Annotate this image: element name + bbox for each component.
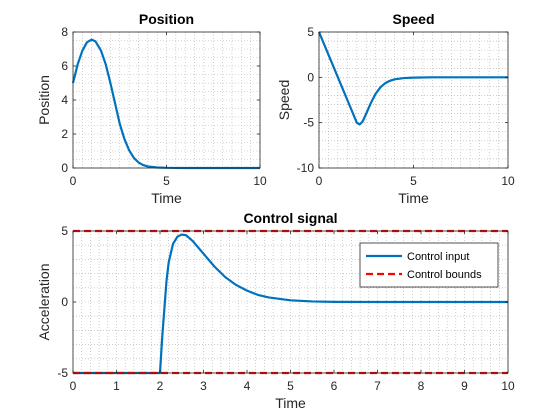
x-tick-label: 3 — [200, 379, 207, 393]
control-ylabel: Acceleration — [36, 263, 52, 340]
x-tick-label: 10 — [501, 174, 515, 188]
x-tick-label: 0 — [316, 174, 323, 188]
y-tick-label: -5 — [303, 116, 314, 130]
control-xlabel: Time — [275, 395, 306, 411]
position-title: Position — [139, 11, 194, 27]
y-tick-label: 2 — [61, 127, 68, 141]
x-tick-label: 5 — [163, 174, 170, 188]
x-tick-label: 9 — [461, 379, 468, 393]
x-tick-label: 10 — [253, 174, 267, 188]
y-tick-label: 5 — [61, 224, 68, 238]
y-tick-label: 0 — [307, 70, 314, 84]
x-tick-label: 4 — [244, 379, 251, 393]
legend-box — [359, 242, 499, 288]
x-tick-label: 5 — [410, 174, 417, 188]
x-tick-label: 0 — [70, 379, 77, 393]
speed-title: Speed — [392, 11, 434, 27]
x-tick-label: 6 — [331, 379, 338, 393]
y-tick-label: 4 — [61, 93, 68, 107]
position-ylabel: Position — [36, 75, 52, 125]
control-legend: Control input Control bounds — [359, 242, 499, 288]
speed-xlabel: Time — [398, 190, 429, 206]
speed-ylabel: Speed — [276, 80, 292, 120]
x-tick-label: 7 — [374, 379, 381, 393]
speed-series-line-0 — [317, 31, 508, 126]
speed-plot-area — [319, 32, 508, 168]
y-tick-label: -10 — [297, 161, 315, 175]
y-tick-label: 0 — [61, 161, 68, 175]
control-title: Control signal — [243, 210, 337, 226]
x-tick-label: 0 — [70, 174, 77, 188]
x-tick-label: 10 — [501, 379, 515, 393]
position-axes: 0 5 10 0 2 4 6 8 Position Time Position — [36, 11, 267, 206]
speed-axes: 0 5 10 -10 -5 0 5 Speed Time Speed — [276, 11, 515, 206]
legend-entry: Control input — [407, 251, 469, 263]
y-tick-label: 8 — [61, 25, 68, 39]
position-xlabel: Time — [151, 190, 182, 206]
x-tick-label: 8 — [418, 379, 425, 393]
y-tick-label: 0 — [61, 295, 68, 309]
y-tick-label: 6 — [61, 59, 68, 73]
x-tick-label: 5 — [287, 379, 294, 393]
y-tick-label: 5 — [307, 25, 314, 39]
y-tick-label: -5 — [57, 366, 68, 380]
control-series-control-input — [73, 233, 508, 375]
x-tick-label: 1 — [113, 379, 120, 393]
x-tick-label: 2 — [157, 379, 164, 393]
legend-entry: Control bounds — [407, 269, 482, 281]
